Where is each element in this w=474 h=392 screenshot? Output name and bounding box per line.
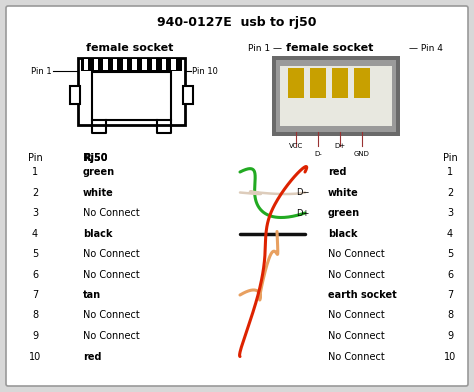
Text: No Connect: No Connect [83, 310, 140, 321]
Text: — Pin 4: — Pin 4 [409, 44, 443, 53]
Text: No Connect: No Connect [83, 331, 140, 341]
Text: 3: 3 [32, 208, 38, 218]
Text: black: black [83, 229, 112, 238]
Text: 3: 3 [447, 208, 453, 218]
Bar [310, 68, 326, 98]
Text: 5: 5 [447, 249, 453, 259]
Text: 4: 4 [32, 229, 38, 238]
Text: green: green [328, 208, 360, 218]
Text: No Connect: No Connect [83, 270, 140, 279]
Text: 2: 2 [32, 187, 38, 198]
Bar [332, 68, 348, 98]
Bar [276, 60, 396, 132]
Text: 4: 4 [447, 229, 453, 238]
Text: D-: D- [314, 151, 322, 157]
Text: D+: D+ [335, 143, 346, 149]
Bar [70, 86, 80, 104]
Text: 1: 1 [447, 167, 453, 177]
Text: green: green [83, 167, 115, 177]
Bar [162, 59, 166, 70]
Text: D+: D+ [297, 209, 310, 218]
Text: 10: 10 [29, 352, 41, 361]
Bar [84, 59, 88, 70]
Text: red: red [83, 352, 101, 361]
Text: female socket: female socket [286, 43, 374, 53]
Bar [133, 59, 137, 70]
Text: Pin 10: Pin 10 [192, 67, 218, 76]
Text: No Connect: No Connect [328, 270, 385, 279]
Text: 9: 9 [32, 331, 38, 341]
Bar [123, 59, 127, 70]
Text: 7: 7 [447, 290, 453, 300]
Text: 1: 1 [32, 167, 38, 177]
Bar [94, 59, 98, 70]
Text: 6: 6 [32, 270, 38, 279]
Text: 9: 9 [447, 331, 453, 341]
Bar [272, 56, 400, 136]
Bar [142, 59, 146, 70]
Bar [171, 59, 176, 70]
Bar [113, 59, 118, 70]
Bar [78, 58, 185, 125]
Text: 940-0127E  usb to rj50: 940-0127E usb to rj50 [157, 16, 317, 29]
Text: female socket: female socket [86, 43, 173, 53]
Text: Pin: Pin [27, 153, 42, 163]
Text: Rj50: Rj50 [83, 153, 108, 163]
Bar [288, 68, 304, 98]
Text: Rj50: Rj50 [83, 153, 108, 163]
Text: R: R [83, 153, 90, 163]
Bar [81, 59, 182, 71]
Text: VCC: VCC [289, 143, 303, 149]
Text: No Connect: No Connect [328, 249, 385, 259]
Text: 10: 10 [444, 352, 456, 361]
Bar [152, 59, 156, 70]
Text: Pin: Pin [443, 153, 457, 163]
Bar [280, 66, 392, 126]
Text: 8: 8 [447, 310, 453, 321]
Text: Pin 1 —: Pin 1 — [248, 44, 282, 53]
Text: GND: GND [354, 151, 370, 157]
Bar [92, 72, 171, 120]
Text: No Connect: No Connect [83, 249, 140, 259]
Text: No Connect: No Connect [83, 208, 140, 218]
Bar [354, 68, 370, 98]
Text: white: white [83, 187, 114, 198]
Text: 5: 5 [32, 249, 38, 259]
Text: No Connect: No Connect [328, 310, 385, 321]
Text: D−: D− [297, 188, 310, 197]
Text: white: white [328, 187, 359, 198]
Text: Pin 1: Pin 1 [31, 67, 52, 76]
Text: 8: 8 [32, 310, 38, 321]
Text: red: red [328, 167, 346, 177]
Bar [183, 86, 193, 104]
Text: No Connect: No Connect [328, 331, 385, 341]
Text: earth socket: earth socket [328, 290, 397, 300]
Text: black: black [328, 229, 357, 238]
Bar [103, 59, 108, 70]
FancyBboxPatch shape [6, 6, 468, 386]
Text: tan: tan [83, 290, 101, 300]
Text: 2: 2 [447, 187, 453, 198]
Text: 7: 7 [32, 290, 38, 300]
Text: No Connect: No Connect [328, 352, 385, 361]
Text: 6: 6 [447, 270, 453, 279]
